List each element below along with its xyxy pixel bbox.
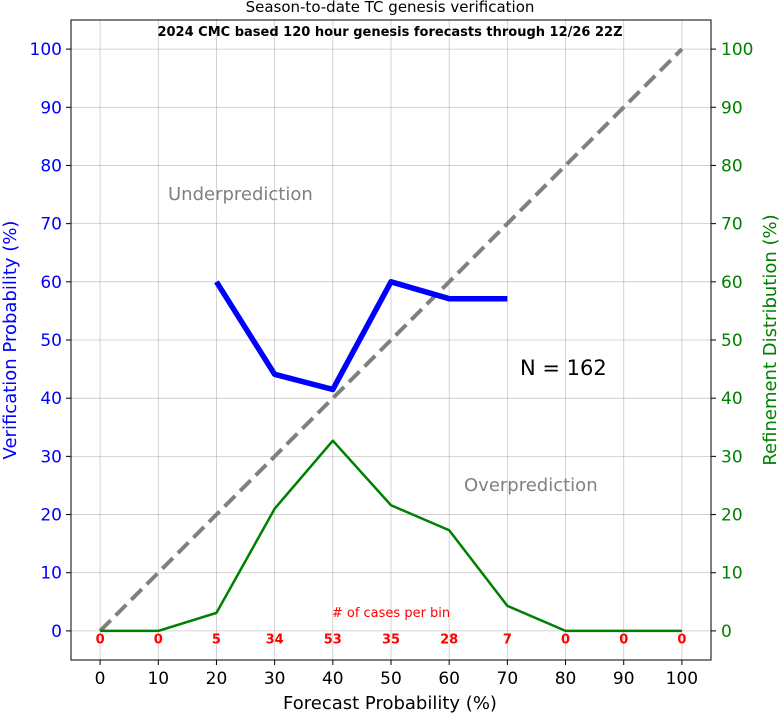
verification-line [214, 279, 508, 393]
y-right-tick-label: 10 [721, 564, 743, 584]
bin-count-label: 35 [382, 633, 400, 648]
y-left-tick-label: 40 [40, 389, 62, 409]
sample-size-label: N = 162 [520, 356, 607, 380]
x-tick-label: 50 [380, 669, 402, 689]
grid-lines [71, 20, 711, 660]
x-tick-label: 40 [322, 669, 344, 689]
bin-count-label: 7 [503, 633, 512, 648]
chart-subtitle: 2024 CMC based 120 hour genesis forecast… [157, 25, 622, 40]
y-left-tick-label: 30 [40, 447, 62, 467]
y-right-tick-label: 90 [721, 98, 743, 118]
bin-count-label: 5 [212, 633, 221, 648]
y-right-tick-label: 70 [721, 215, 743, 235]
y-right-tick-label: 40 [721, 389, 743, 409]
x-tick-label: 60 [438, 669, 460, 689]
y-left-tick-label: 0 [51, 622, 62, 642]
bin-count-label: 53 [324, 633, 342, 648]
axis-ticks: 0 10 20 30 40 50 60 70 80 90 100010203040506070809… [30, 40, 754, 689]
chart-title: Season-to-date TC genesis verification [246, 0, 535, 16]
bin-count-label: 0 [619, 633, 628, 648]
y-right-tick-label: 60 [721, 273, 743, 293]
overprediction-label: Overprediction [464, 475, 598, 496]
x-tick-label: 0 [95, 669, 106, 689]
y-left-tick-label: 100 [30, 40, 62, 60]
y-left-tick-label: 20 [40, 506, 62, 526]
bin-count-label: 34 [266, 633, 284, 648]
y-left-tick-label: 60 [40, 273, 62, 293]
y-left-tick-label: 50 [40, 331, 62, 351]
y-right-tick-label: 30 [721, 447, 743, 467]
bin-count-label: 28 [440, 633, 458, 648]
x-tick-label: 80 [555, 669, 577, 689]
y-axis-left-label: Verification Probability (%) [0, 221, 21, 460]
x-axis-label: Forecast Probability (%) [283, 693, 497, 713]
y-left-tick-label: 70 [40, 215, 62, 235]
y-right-tick-label: 20 [721, 506, 743, 526]
x-tick-label: 90 [613, 669, 635, 689]
y-left-tick-label: 90 [40, 98, 62, 118]
bin-count-label: 0 [561, 633, 570, 648]
x-tick-label: 10 [147, 669, 169, 689]
y-right-tick-label: 100 [721, 40, 753, 60]
y-axis-right-label: Refinement Distribution (%) [760, 214, 779, 465]
x-tick-label: 20 [206, 669, 228, 689]
y-left-tick-label: 80 [40, 156, 62, 176]
refinement-line [100, 439, 682, 633]
perfect-reliability-line [98, 47, 684, 633]
underprediction-label: Underprediction [168, 184, 313, 205]
y-right-tick-label: 0 [721, 622, 732, 642]
cases-per-bin-label: # of cases per bin [332, 606, 450, 621]
series-layer [98, 47, 684, 633]
y-right-tick-label: 80 [721, 156, 743, 176]
bin-count-label: 0 [677, 633, 686, 648]
x-tick-label: 70 [497, 669, 519, 689]
x-tick-label: 100 [666, 669, 698, 689]
y-left-tick-label: 10 [40, 564, 62, 584]
bin-count-label: 0 [96, 633, 105, 648]
bin-count-label: 0 [154, 633, 163, 648]
y-right-tick-label: 50 [721, 331, 743, 351]
bin-counts: 0 0 5 34 53 35 28 7 0 0 0 [96, 633, 687, 648]
x-tick-label: 30 [264, 669, 286, 689]
